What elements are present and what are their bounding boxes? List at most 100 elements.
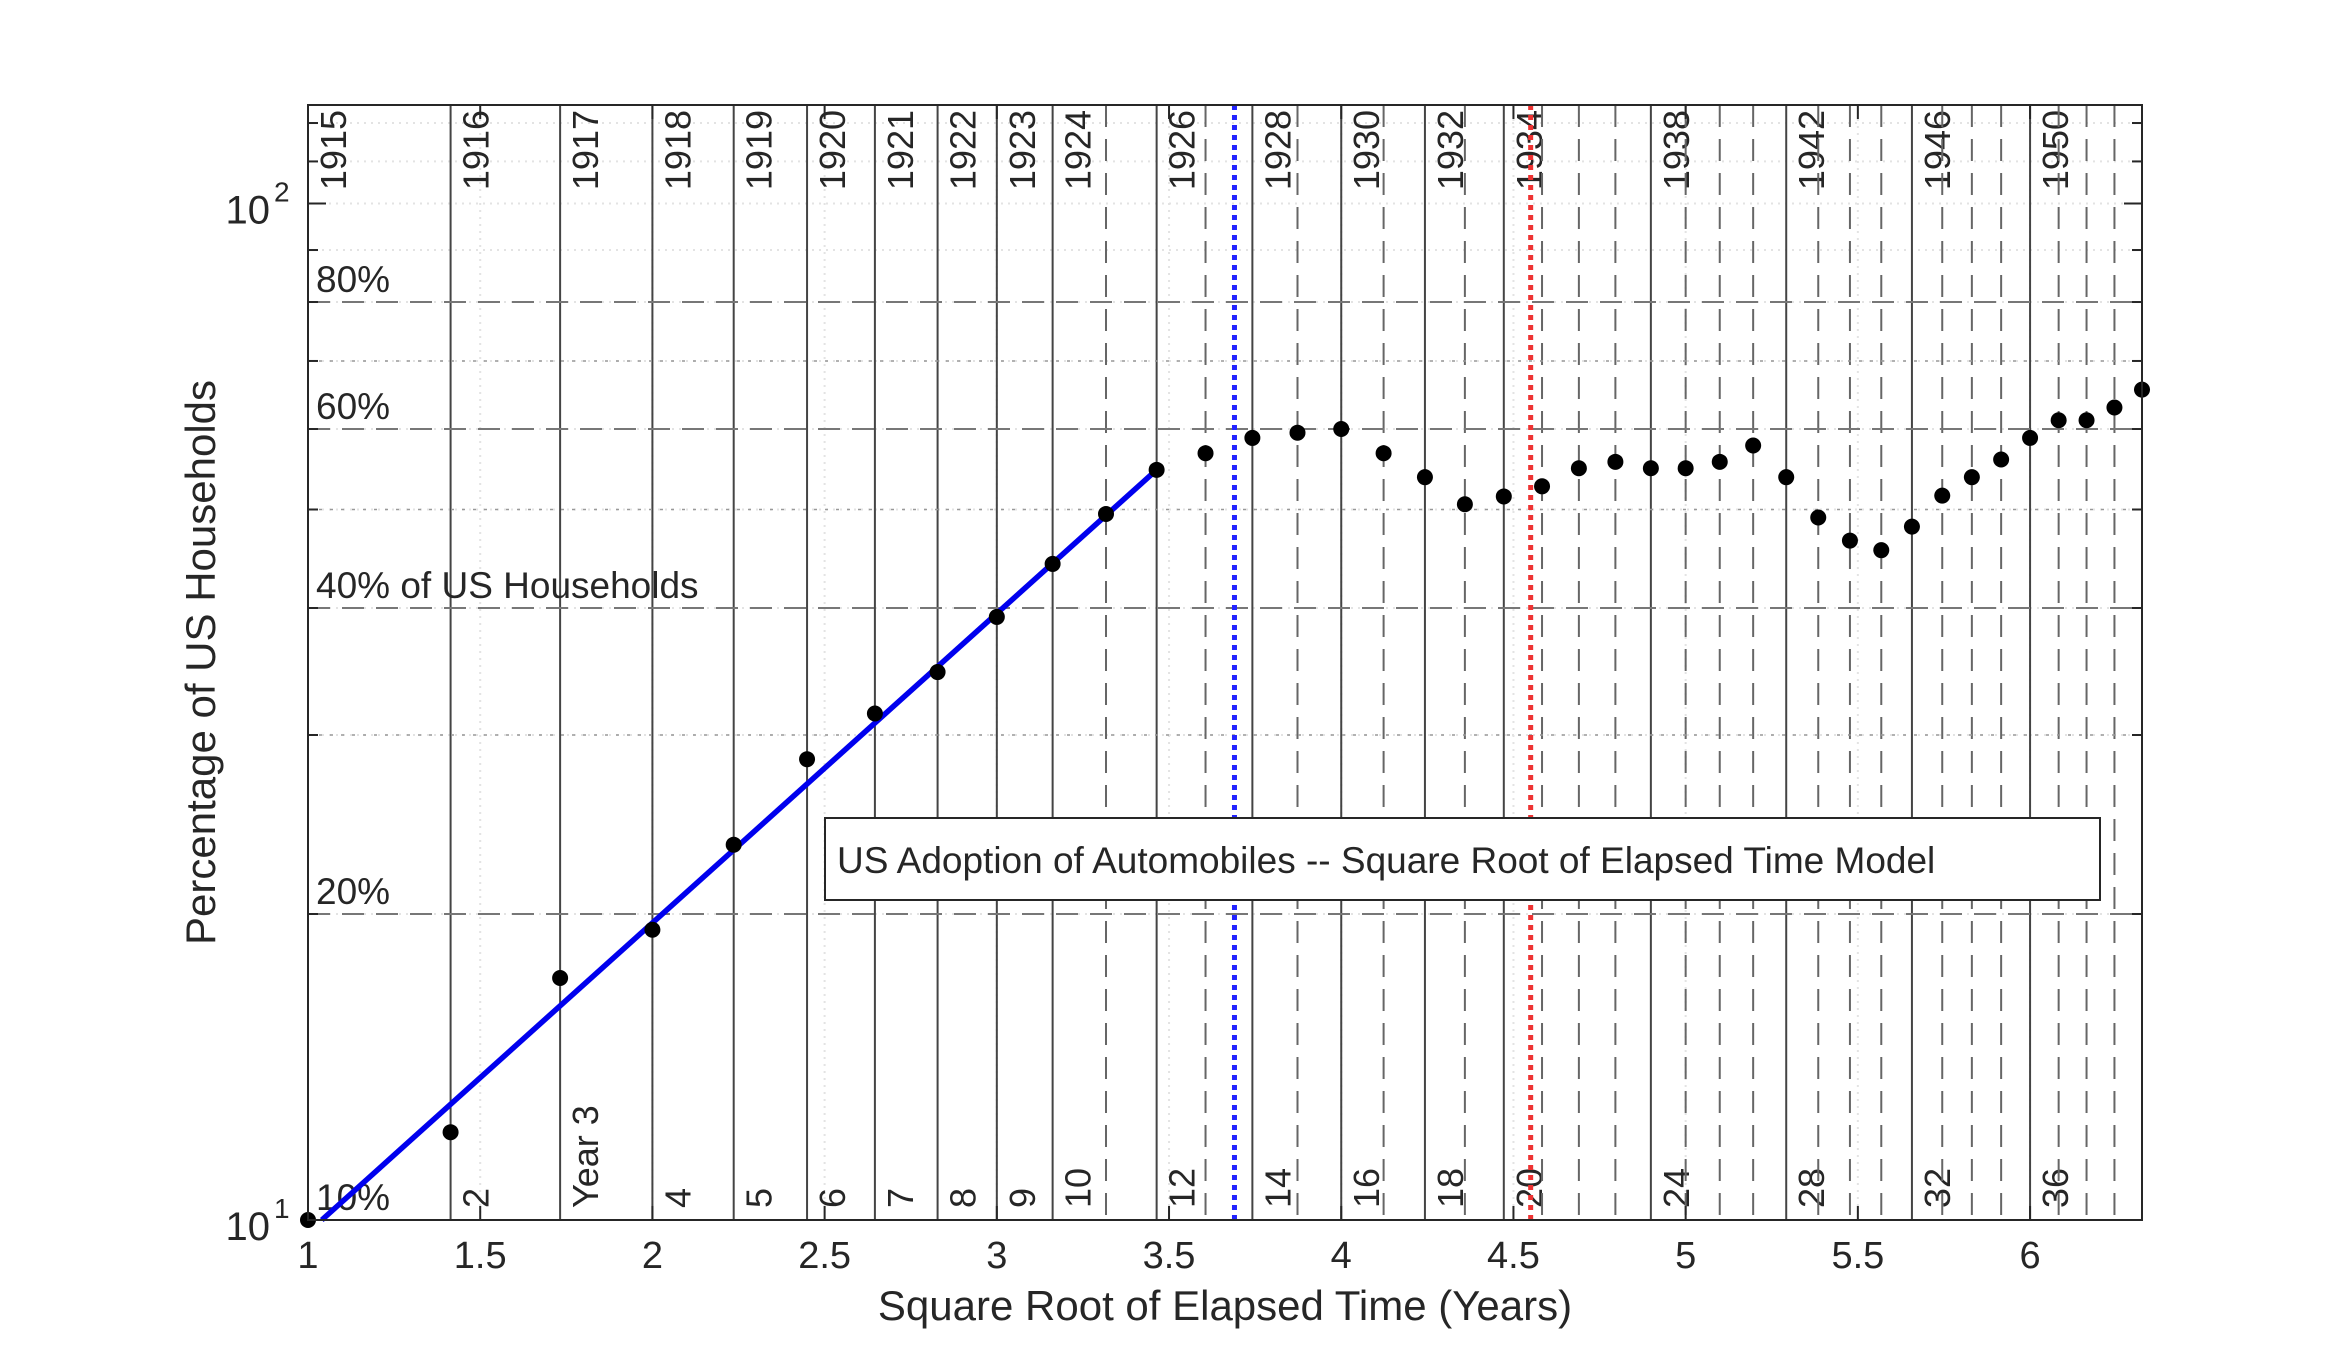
data-point <box>644 921 661 938</box>
data-point <box>1873 542 1890 559</box>
year-label: 1916 <box>456 110 497 190</box>
percent-label: 80% <box>316 259 390 300</box>
data-point <box>1044 555 1061 572</box>
y-axis-label: Percentage of US Households <box>177 380 224 945</box>
data-point <box>1677 460 1694 477</box>
year-label: 1922 <box>943 110 984 190</box>
data-point <box>2078 412 2095 429</box>
legend: US Adoption of Automobiles -- Square Roo… <box>824 817 2101 901</box>
elapsed-label: 14 <box>1257 1168 1298 1208</box>
year-label: 1930 <box>1346 110 1387 190</box>
data-point <box>1778 469 1795 486</box>
elapsed-label: 7 <box>880 1188 921 1208</box>
year-label: 1923 <box>1002 110 1043 190</box>
elapsed-label: 28 <box>1791 1168 1832 1208</box>
year-label: 1938 <box>1656 110 1697 190</box>
data-point <box>1456 496 1473 513</box>
x-tick-label: 5 <box>1675 1235 1696 1277</box>
year-label: 1950 <box>2035 110 2076 190</box>
x-tick-label: 6 <box>2019 1235 2040 1277</box>
data-point <box>799 751 816 768</box>
percent-label: 40% of US Households <box>316 565 699 606</box>
data-point <box>1534 478 1551 495</box>
data-points <box>300 381 2150 1228</box>
data-point <box>1745 437 1762 454</box>
year-label: 1921 <box>880 110 921 190</box>
data-point <box>1375 445 1392 462</box>
year-label: 1917 <box>565 110 606 190</box>
data-point <box>1570 460 1587 477</box>
y-tick-label: 10 <box>226 1205 271 1249</box>
data-point <box>2050 412 2067 429</box>
data-point <box>1934 487 1951 504</box>
x-tick-label: 1.5 <box>454 1235 507 1277</box>
elapsed-label: 32 <box>1917 1168 1958 1208</box>
data-point <box>442 1124 459 1141</box>
elapsed-label: 5 <box>739 1188 780 1208</box>
year-label: 1920 <box>812 110 853 190</box>
data-point <box>725 836 742 853</box>
data-point <box>1711 453 1728 470</box>
x-tick-label: 3 <box>986 1235 1007 1277</box>
year-lines: 1915 1916 2 1917 Year 3 1918 4 1919 5 1920 6 1921 7 1… <box>307 105 2116 1220</box>
elapsed-label: 4 <box>657 1188 698 1208</box>
y-tick-exponent: 1 <box>274 1193 290 1224</box>
x-tick-label: 2.5 <box>798 1235 851 1277</box>
data-point <box>1963 469 1980 486</box>
year-label: 1942 <box>1791 110 1832 190</box>
year-label: 1926 <box>1162 110 1203 190</box>
elapsed-label: 2 <box>456 1188 497 1208</box>
data-point <box>1607 453 1624 470</box>
data-point <box>1993 451 2010 468</box>
x-tick-label: 4.5 <box>1487 1235 1540 1277</box>
data-point <box>929 664 946 681</box>
year-label: 1924 <box>1058 110 1099 190</box>
elapsed-label: 36 <box>2035 1168 2076 1208</box>
data-point <box>1495 488 1512 505</box>
axes-box <box>307 104 2143 1221</box>
data-point <box>1333 421 1350 438</box>
data-point <box>1416 469 1433 486</box>
elapsed-label: 12 <box>1162 1168 1203 1208</box>
data-point <box>1289 424 1306 441</box>
year-label: 1918 <box>657 110 698 190</box>
data-point <box>1098 505 1115 522</box>
legend-box <box>824 817 2101 901</box>
year-label: 1919 <box>739 110 780 190</box>
elapsed-label: 9 <box>1002 1188 1043 1208</box>
data-point <box>866 705 883 722</box>
elapsed-label: 24 <box>1656 1168 1697 1208</box>
y-tick-exponent: 2 <box>274 177 290 208</box>
y-tick-label: 10 <box>226 189 271 233</box>
data-point <box>1197 445 1214 462</box>
data-point <box>1903 518 1920 535</box>
data-point <box>1244 429 1261 446</box>
percent-label: 60% <box>316 386 390 427</box>
year-label: 1915 <box>313 110 354 190</box>
elapsed-label: 16 <box>1346 1168 1387 1208</box>
year-label: 1928 <box>1257 110 1298 190</box>
x-tick-label: 3.5 <box>1143 1235 1196 1277</box>
elapsed-label: 6 <box>812 1188 853 1208</box>
x-axis-label: Square Root of Elapsed Time (Years) <box>878 1282 1572 1329</box>
year-label: 1946 <box>1917 110 1958 190</box>
data-point <box>1148 461 1165 478</box>
legend-text: US Adoption of Automobiles -- Square Roo… <box>837 840 1935 881</box>
x-tick-label: 5.5 <box>1831 1235 1884 1277</box>
data-point <box>2022 429 2039 446</box>
data-point <box>1810 509 1827 526</box>
x-tick-label: 2 <box>642 1235 663 1277</box>
elapsed-label: 10 <box>1058 1168 1099 1208</box>
data-point <box>552 970 569 987</box>
x-tick-label: 1 <box>297 1235 318 1277</box>
x-tick-label: 4 <box>1331 1235 1352 1277</box>
data-point <box>1841 532 1858 549</box>
percent-label: 20% <box>316 871 390 912</box>
data-point <box>988 608 1005 625</box>
elapsed-label: Year 3 <box>565 1105 606 1208</box>
data-point <box>2106 399 2123 416</box>
elapsed-label: 8 <box>943 1188 984 1208</box>
data-point <box>1642 460 1659 477</box>
